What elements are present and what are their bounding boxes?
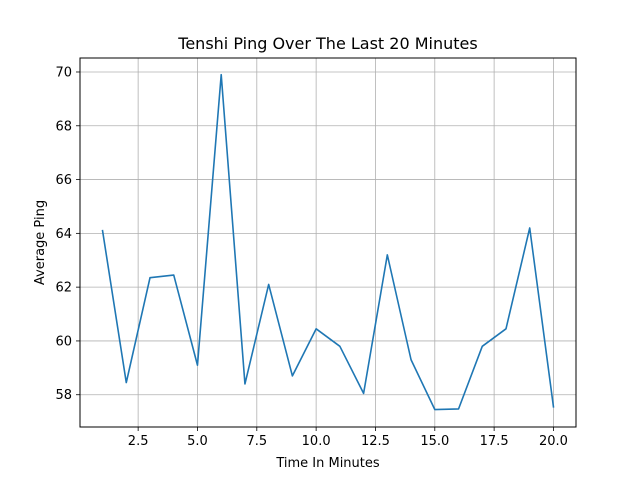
x-tick-label: 15.0 [420,434,449,449]
grid-lines [80,58,576,427]
x-tick-label: 5.0 [187,434,208,449]
y-tick-label: 58 [55,388,72,403]
x-tick-label: 10.0 [302,434,331,449]
y-tick-label: 62 [55,281,72,296]
y-axis-label: Average Ping [33,200,48,285]
y-tick-label: 60 [55,334,72,349]
series-group [101,73,555,411]
chart-title: Tenshi Ping Over The Last 20 Minutes [177,34,477,53]
y-tick-label: 68 [55,119,72,134]
plot-frame [79,57,577,428]
series-line [101,73,555,411]
x-tick-label: 20.0 [539,434,568,449]
plot-area [80,58,576,427]
y-tick-label: 70 [55,65,72,80]
x-tick-label: 12.5 [361,434,390,449]
y-tick-label: 64 [55,227,72,242]
x-tick-label: 17.5 [480,434,509,449]
x-tick-label: 2.5 [128,434,149,449]
x-axis-ticks: 2.5 5.0 7.5 10.0 12.5 15.0 17.5 20.0 [128,427,568,449]
x-tick-label: 7.5 [246,434,267,449]
y-tick-label: 66 [55,173,72,188]
x-axis-label: Time In Minutes [275,456,380,471]
y-axis-ticks: 58 60 62 64 66 68 70 [55,65,80,403]
